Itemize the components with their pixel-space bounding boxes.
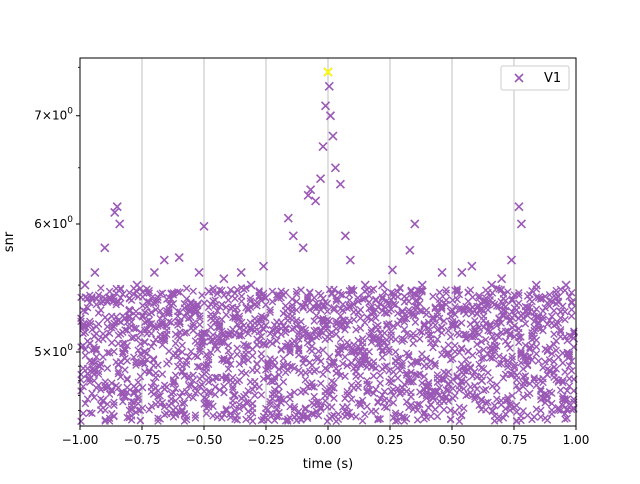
data-point [377,280,388,290]
x-tick-label: −1.00 [62,433,99,447]
data-point [340,231,350,241]
data-point [293,319,303,330]
data-point [410,219,420,229]
legend-label-v1: V1 [544,71,561,86]
x-tick-label: 0.50 [439,433,466,447]
data-point [330,163,341,173]
data-point [521,306,531,316]
data-point [246,280,256,290]
data-point [516,219,527,229]
x-tick-label: 1.00 [563,433,590,447]
data-point [95,361,105,371]
data-point [80,280,90,290]
data-point [229,390,239,401]
data-point [120,390,130,401]
data-point [397,306,407,316]
data-point [551,293,561,303]
data-point [139,347,150,357]
data-point [115,219,125,229]
data-point [100,243,110,253]
data-point [169,376,179,386]
data-point [368,361,378,371]
data-point [132,280,142,290]
data-point [506,255,517,265]
data-point [437,267,447,278]
data-point [204,286,214,297]
data-point [85,319,95,330]
data-point [110,207,120,217]
data-point [258,261,269,271]
data-point [477,376,487,386]
y-tick-label: 5×100 [34,343,73,359]
y-tick-label: 6×100 [34,215,73,231]
data-point [273,293,283,303]
data-point [427,390,437,401]
data-point [417,280,427,290]
data-point [325,111,336,121]
data-point [315,174,326,184]
data-point [320,101,331,111]
highlight-point [323,67,333,77]
x-tick-label: 0.00 [315,433,342,447]
x-tick-label: 0.25 [377,433,404,447]
data-point [311,196,321,206]
data-point [105,293,115,303]
y-axis: 5×100 6×100 7×100 [34,66,80,411]
data-point [199,221,209,231]
data-point [318,141,328,152]
data-point [194,267,204,278]
legend-marker-cross [514,73,524,83]
data-point [149,267,159,278]
x-tick-label: 0.75 [501,433,528,447]
data-point [447,319,457,330]
data-point [345,255,355,265]
data-point [487,280,497,290]
data-point [306,185,316,195]
data-points [80,67,579,401]
data-point [184,306,194,316]
data-point [514,202,524,212]
legend-marker-v1 [514,73,524,83]
x-tick-label: −0.50 [186,433,223,447]
data-point [324,81,334,91]
data-point [112,202,122,212]
legend-box [500,65,570,91]
data-point [303,190,313,200]
data-point [531,280,541,290]
data-point [328,131,338,141]
highlight-marker [323,67,333,77]
data-point [159,255,169,265]
data-point [335,179,345,189]
data-point [467,261,477,271]
data-point [214,333,224,343]
data-point [283,213,293,223]
data-point [298,243,308,253]
data-point [236,267,246,278]
x-axis: −1.00 −0.75 −0.50 −0.25 0.00 0.25 0.50 0.75 1.00 [62,426,590,447]
data-point [561,280,571,290]
x-tick-label: −0.75 [124,433,161,447]
data-point [288,231,298,241]
data-point [457,267,467,278]
y-tick-label: 7×100 [34,107,73,123]
data-point [125,306,135,316]
x-axis-label: time (s) [303,457,353,472]
data-point [90,267,100,278]
data-point [266,376,276,386]
legend: V1 [500,65,570,91]
data-point [541,390,551,401]
data-point [219,274,229,284]
data-point [497,274,507,284]
data-point [353,293,363,303]
y-axis-label: snr [2,231,17,252]
data-point [405,245,415,255]
x-tick-label: −0.25 [248,433,285,447]
data-point [174,252,184,263]
data-point [387,265,398,275]
data-point [360,280,370,290]
